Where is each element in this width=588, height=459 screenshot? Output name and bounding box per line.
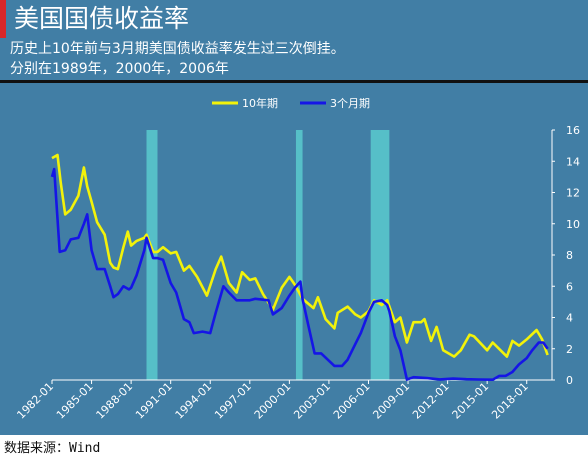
y-tick-label: 6 [566, 280, 573, 293]
inversion-bands [146, 130, 390, 380]
series-line-three-month [50, 167, 549, 381]
x-tick-label: 2000-01 [252, 380, 294, 422]
x-tick-label: 2012-01 [410, 380, 452, 422]
x-tick-label: 1982-01 [14, 380, 56, 422]
legend-label-three-month: 3个月期 [330, 97, 370, 110]
title-accent-bar [0, 0, 6, 38]
y-tick-label: 14 [566, 155, 580, 168]
inversion-band-2 [295, 130, 303, 380]
x-tick-label: 2006-01 [331, 380, 373, 422]
x-tick-label: 2009-01 [370, 380, 412, 422]
chart-title: 美国国债收益率 [14, 4, 190, 33]
x-tick-label: 1991-01 [133, 380, 175, 422]
subtitle-line-2: 分别在1989年，2000年，2006年 [10, 61, 229, 77]
subtitle-box [0, 38, 588, 80]
series-lines [50, 153, 549, 381]
inversion-band-3 [370, 130, 390, 380]
x-tick-label: 1994-01 [173, 380, 215, 422]
plot-background [0, 83, 588, 435]
y-tick-label: 4 [566, 312, 573, 325]
y-tick-label: 8 [566, 249, 573, 262]
subtitle-line-1: 历史上10年前与3月期美国债收益率发生过三次倒挂。 [10, 41, 345, 57]
y-tick-label: 12 [566, 187, 580, 200]
source-note: 数据来源：Wind [4, 441, 101, 456]
y-tick-label: 0 [566, 374, 573, 387]
legend-label-ten-year: 10年期 [242, 96, 278, 110]
title-bar [0, 0, 588, 38]
x-tick-label: 1985-01 [54, 380, 96, 422]
x-tick-label: 2003-01 [291, 380, 333, 422]
x-tick-label: 1988-01 [94, 380, 136, 422]
y-tick-label: 16 [566, 124, 580, 137]
legend: 10年期 3个月期 [212, 96, 370, 110]
x-tick-label: 2015-01 [450, 380, 492, 422]
series-line-ten-year [51, 153, 549, 358]
x-tick-label: 1997-01 [212, 380, 254, 422]
x-tick-label: 2018-01 [489, 380, 531, 422]
y-tick-label: 2 [566, 343, 573, 356]
header-divider [0, 80, 588, 83]
y-tick-label: 10 [566, 218, 580, 231]
